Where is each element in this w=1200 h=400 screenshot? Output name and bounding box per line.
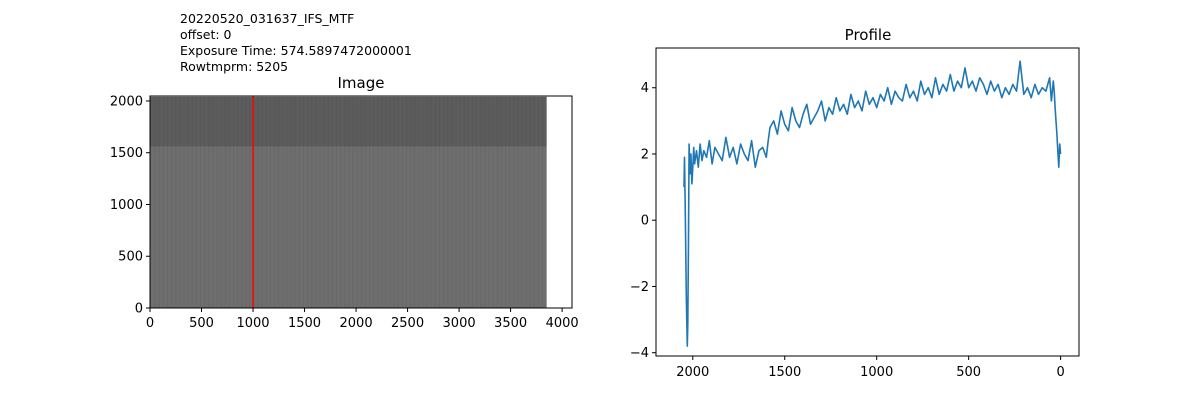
y-tick-label: 0 (135, 302, 143, 317)
header-line-rowtmprm: Rowtmprm: 5205 (180, 59, 289, 74)
profile-series-line (683, 60, 1062, 347)
image-axes-frame (149, 95, 573, 309)
x-tick-label: 2500 (391, 316, 424, 331)
y-tick-label: 0 (641, 214, 649, 229)
header-line-offset: offset: 0 (180, 27, 232, 42)
x-tick-label: 500 (956, 365, 981, 380)
y-tick-label: −4 (630, 346, 649, 361)
x-tick-label: 0 (1056, 365, 1064, 380)
header-line-exposure: Exposure Time: 574.5897472000001 (180, 43, 412, 58)
x-tick-label: 1500 (768, 365, 801, 380)
profile-title: Profile (845, 26, 892, 44)
x-tick-label: 500 (189, 316, 214, 331)
image-header-info: 20220520_031637_IFS_MTF offset: 0 Exposu… (180, 11, 412, 75)
image-region-1 (150, 96, 547, 147)
y-tick-label: 2 (641, 147, 649, 162)
y-tick-label: −2 (630, 280, 649, 295)
x-tick-label: 1500 (288, 316, 321, 331)
image-title: Image (338, 74, 385, 92)
x-tick-label: 1000 (236, 316, 269, 331)
profile-axes-frame (655, 47, 1080, 357)
y-tick-label: 2000 (110, 94, 143, 109)
profile-panel: Profile 2000 1500 1000 500 0 −4 −2 0 2 4 (630, 26, 1080, 380)
y-tick-label: 1500 (110, 146, 143, 161)
x-tick-label: 4000 (546, 316, 579, 331)
y-tick-label: 4 (641, 81, 649, 96)
x-tick-label: 0 (146, 316, 154, 331)
x-tick-label: 3000 (443, 316, 476, 331)
x-tick-label: 2000 (676, 365, 709, 380)
x-tick-label: 3500 (494, 316, 527, 331)
y-tick-label: 500 (118, 250, 143, 265)
header-line-filename: 20220520_031637_IFS_MTF (180, 11, 355, 26)
image-region-0 (150, 146, 547, 308)
image-panel: Image 0 500 1000 1500 2000 2500 3000 3500 4000 0… (110, 74, 579, 331)
x-tick-label: 2000 (340, 316, 373, 331)
x-tick-label: 1000 (860, 365, 893, 380)
y-tick-label: 1000 (110, 198, 143, 213)
